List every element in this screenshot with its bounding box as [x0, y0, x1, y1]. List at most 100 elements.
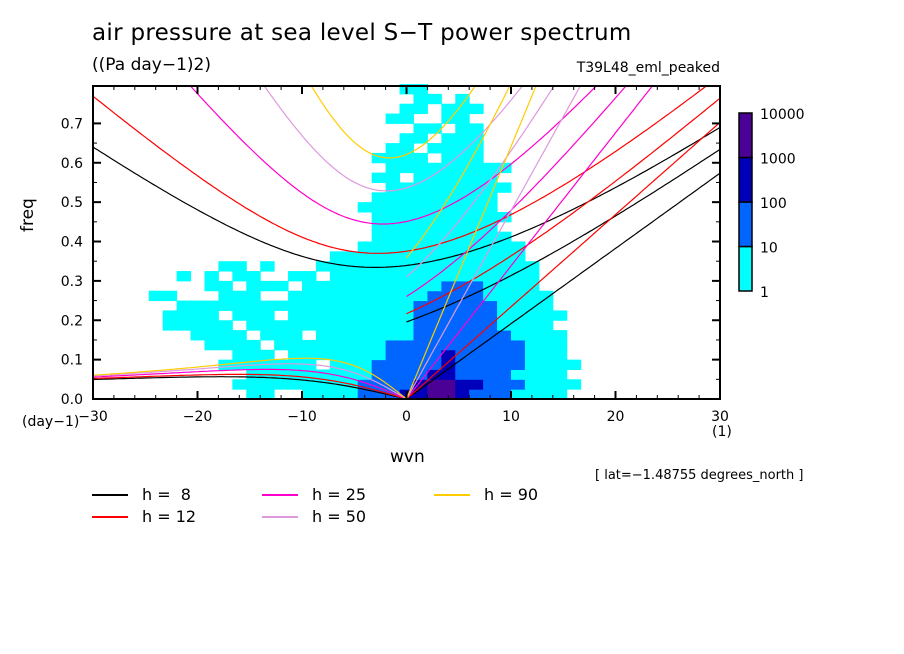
- heatmap-cell: [385, 211, 401, 223]
- heatmap-cell: [371, 379, 387, 390]
- heatmap-cell: [288, 339, 303, 351]
- heatmap-cell: [385, 271, 401, 282]
- heatmap-cell: [399, 379, 414, 390]
- legend-label: h = 12: [142, 507, 197, 526]
- heatmap-cell: [441, 280, 456, 292]
- heatmap-cell: [260, 349, 275, 361]
- heatmap-cell: [427, 261, 442, 272]
- heatmap-cell: [315, 389, 331, 400]
- heatmap-cell: [385, 192, 401, 203]
- heatmap-cell: [538, 349, 554, 361]
- heatmap-cell: [441, 369, 456, 380]
- heatmap-cell: [483, 389, 498, 400]
- heatmap-cell: [288, 359, 303, 370]
- heatmap-cell: [497, 359, 512, 370]
- heatmap-cell: [190, 300, 205, 311]
- heatmap-cell: [552, 310, 568, 321]
- heatmap-cell: [552, 339, 568, 351]
- curve-rossby-h8: [93, 376, 407, 399]
- heatmap-cell: [343, 251, 359, 262]
- heatmap-cell: [385, 113, 401, 124]
- heatmap-cell: [357, 290, 373, 302]
- heatmap-cell: [288, 379, 303, 390]
- curve-kelvin-h12: [406, 121, 720, 399]
- heatmap-cell: [343, 271, 359, 282]
- heatmap-cell: [399, 162, 414, 174]
- heatmap-cell: [441, 349, 456, 361]
- heatmap-cell: [538, 290, 554, 302]
- legend-label: h = 25: [312, 485, 367, 504]
- heatmap-cell: [371, 359, 387, 370]
- heatmap-cell: [413, 103, 428, 115]
- heatmap-cell: [371, 261, 387, 272]
- heatmap-cell: [552, 349, 568, 361]
- heatmap-cell: [371, 172, 387, 183]
- colorbar-label: 10000: [760, 107, 805, 123]
- heatmap-cell: [399, 143, 414, 154]
- heatmap-cell: [511, 349, 526, 361]
- heatmap-cell: [538, 369, 554, 380]
- heatmap-cell: [232, 261, 247, 272]
- heatmap-cell: [246, 280, 261, 292]
- heatmap-cell: [399, 251, 414, 262]
- heatmap-cell: [483, 202, 498, 213]
- curve-ig1-h90: [310, 86, 476, 159]
- heatmap-cell: [357, 359, 373, 370]
- heatmap-cell: [315, 280, 331, 292]
- heatmap-cell: [497, 339, 512, 351]
- heatmap-cell: [204, 271, 219, 282]
- heatmap-cell: [441, 221, 456, 233]
- heatmap-cell: [455, 379, 470, 390]
- heatmap-cell: [385, 231, 401, 243]
- heatmap-cell: [469, 359, 484, 370]
- heatmap-cell: [357, 261, 373, 272]
- y-axis-unit: (day−1): [22, 414, 80, 430]
- heatmap-cell: [441, 103, 456, 115]
- heatmap-cell: [497, 330, 512, 341]
- heatmap-cell: [538, 320, 554, 331]
- heatmap-cell: [371, 369, 387, 380]
- curve-eig0-h90: [406, 86, 511, 259]
- x-tick-label: −20: [183, 409, 213, 425]
- heatmap-cell: [260, 310, 275, 321]
- heatmap-cell: [218, 339, 233, 351]
- heatmap-cell: [413, 182, 428, 193]
- heatmap-cell: [274, 330, 289, 341]
- x-tick-label: 20: [607, 409, 625, 425]
- heatmap-cell: [483, 241, 498, 252]
- heatmap-cell: [343, 369, 359, 380]
- heatmap-cell: [455, 261, 470, 272]
- heatmap-cell: [399, 103, 414, 115]
- heatmap-cell: [329, 369, 345, 380]
- heatmap-cell: [288, 300, 303, 311]
- heatmap-cell: [483, 211, 498, 223]
- heatmap-cell: [524, 310, 540, 321]
- heatmap-cell: [483, 339, 498, 351]
- heatmap-cell: [260, 379, 275, 390]
- heatmap-cell: [329, 280, 345, 292]
- heatmap-cell: [511, 379, 526, 390]
- heatmap-cell: [343, 300, 359, 311]
- legend-label: h = 90: [484, 485, 539, 504]
- heatmap-cell: [385, 349, 401, 361]
- heatmap-cell: [385, 143, 401, 154]
- curve-ig1-h12: [93, 86, 708, 254]
- heatmap-cell: [441, 310, 456, 321]
- curve-kelvin-h90: [405, 86, 537, 399]
- legend-entry: h = 8: [92, 485, 191, 504]
- heatmap-cell: [455, 192, 470, 203]
- heatmap-cell: [232, 300, 247, 311]
- heatmap-cell: [246, 271, 261, 282]
- heatmap-cell: [469, 300, 484, 311]
- heatmap-cell: [302, 271, 317, 282]
- heatmap-cell: [441, 172, 456, 183]
- heatmap-cell: [469, 202, 484, 213]
- heatmap-cell: [524, 339, 540, 351]
- heatmap-cell: [427, 330, 442, 341]
- heatmap-cell: [483, 359, 498, 370]
- heatmap-cell: [441, 241, 456, 252]
- heatmap-cell: [413, 261, 428, 272]
- heatmap-cell: [483, 379, 498, 390]
- heatmap-cell: [552, 359, 568, 370]
- heatmap-cell: [371, 330, 387, 341]
